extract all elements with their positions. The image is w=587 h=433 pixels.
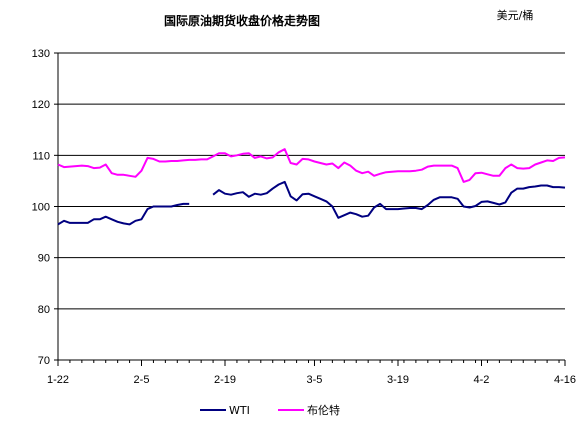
legend: WTI 布伦特 xyxy=(200,403,340,417)
series-line-wti xyxy=(212,180,566,219)
legend-label: WTI xyxy=(229,404,250,417)
chart-title: 国际原油期货收盘价格走势图 xyxy=(164,13,320,28)
x-tick-label: 4-2 xyxy=(474,374,490,386)
x-tick-label: 4-16 xyxy=(554,374,576,386)
y-tick-label: 120 xyxy=(32,99,50,111)
y-tick-label: 100 xyxy=(32,202,50,214)
x-tick-label: 2-5 xyxy=(134,374,150,386)
y-tick-label: 130 xyxy=(32,48,50,60)
unit-label: 美元/桶 xyxy=(497,8,534,22)
x-tick-label: 2-19 xyxy=(214,374,236,386)
x-tick-label: 1-22 xyxy=(47,374,69,386)
gridlines xyxy=(58,52,565,310)
x-tick-label: 3-19 xyxy=(387,374,409,386)
y-tick-label: 70 xyxy=(38,355,50,367)
y-tick-label: 80 xyxy=(38,304,50,316)
series-line-brent xyxy=(57,148,566,183)
x-axis-ticks: 1-22 2-5 2-19 3-5 3-19 4-2 4-16 xyxy=(47,360,576,386)
y-tick-label: 90 xyxy=(38,253,50,265)
series-line-wti xyxy=(57,202,190,226)
x-tick-label: 3-5 xyxy=(307,374,323,386)
y-axis-ticks: 70 80 90 100 110 120 130 xyxy=(32,48,58,367)
y-tick-label: 110 xyxy=(32,150,50,162)
series-lines xyxy=(57,148,566,226)
legend-label: 布伦特 xyxy=(307,403,340,417)
